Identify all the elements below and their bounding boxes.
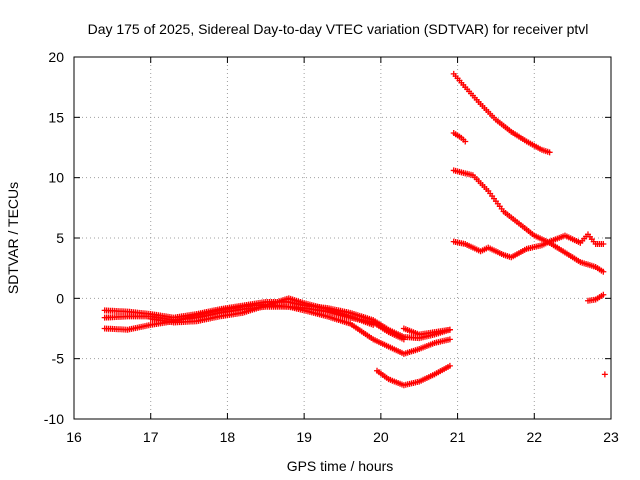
y-tick-label: 5 (56, 230, 64, 246)
data-point (600, 268, 607, 275)
series-track-5 (400, 325, 453, 338)
x-axis-title: GPS time / hours (287, 458, 394, 474)
y-tick-label: 10 (48, 170, 64, 186)
axis-ticks (73, 56, 612, 420)
x-tick-label: 20 (373, 429, 389, 445)
x-tick-label: 23 (603, 429, 619, 445)
series-track-11 (584, 291, 607, 304)
grid-lines (74, 57, 611, 419)
data-point (446, 326, 453, 333)
series-outlier (601, 371, 608, 378)
series-track-3 (101, 301, 453, 357)
x-tick-label: 21 (450, 429, 466, 445)
series-track-8 (450, 130, 469, 145)
y-axis-title: SDTVAR / TECUs (5, 182, 21, 294)
y-tick-label: 20 (48, 49, 64, 65)
data-point (446, 336, 453, 343)
data-point (370, 321, 377, 328)
data-point (446, 362, 453, 369)
data-point (600, 241, 607, 248)
y-tick-label: -10 (44, 411, 64, 427)
y-tick-labels: -10 -5 0 5 10 15 20 (44, 49, 64, 427)
data-point (600, 291, 607, 298)
x-tick-label: 19 (296, 429, 312, 445)
y-tick-label: 0 (56, 290, 64, 306)
data-point (546, 149, 553, 156)
y-tick-label: 15 (48, 109, 64, 125)
x-tick-label: 16 (66, 429, 82, 445)
series-track-7 (450, 70, 553, 156)
series-track-10 (450, 231, 607, 261)
data-points (101, 70, 608, 389)
x-tick-labels: 16 17 18 19 20 21 22 23 (66, 429, 619, 445)
data-point (462, 138, 469, 145)
x-tick-label: 22 (526, 429, 542, 445)
data-point (400, 336, 407, 343)
series-track-6 (374, 362, 453, 389)
chart-title: Day 175 of 2025, Sidereal Day-to-day VTE… (88, 21, 589, 37)
series-track-9 (450, 167, 607, 275)
y-tick-label: -5 (52, 351, 65, 367)
data-point (601, 371, 608, 378)
series-track-4 (147, 295, 377, 328)
x-tick-label: 17 (143, 429, 159, 445)
x-tick-label: 18 (220, 429, 236, 445)
